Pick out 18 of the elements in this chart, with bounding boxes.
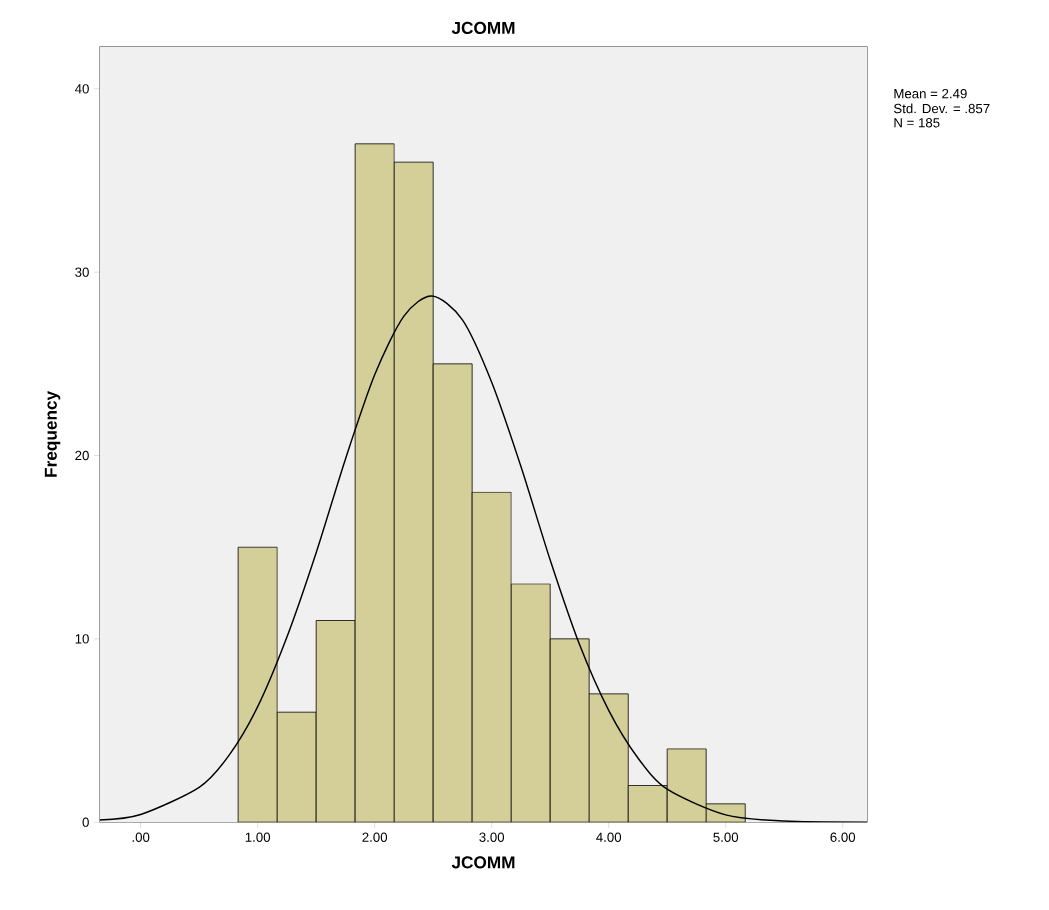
y-tick-label: 30 — [75, 267, 89, 278]
x-tick-label: 3.00 — [479, 832, 505, 843]
x-tick-label: 6.00 — [830, 832, 856, 843]
text: Mean = 2.49 — [894, 89, 967, 99]
y-tick-label: 0 — [82, 817, 89, 828]
text: Std. Dev. = .857 — [893, 103, 990, 114]
y-axis-title: Frequency — [44, 391, 61, 478]
y-tick-label: 20 — [75, 451, 89, 461]
y-tick-label: 40 — [74, 84, 89, 94]
x-axis-title: JCOMM — [451, 856, 515, 869]
x-tick-label: .00 — [132, 832, 150, 843]
x-tick-label: 5.00 — [713, 832, 739, 843]
y-tick-label: 10 — [75, 634, 89, 644]
text: N = 185 — [894, 118, 940, 128]
x-tick-label: 4.00 — [596, 832, 622, 843]
x-tick-label: 1.00 — [245, 832, 271, 843]
chart-title: JCOMM — [451, 22, 515, 35]
x-tick-label: 2.00 — [362, 832, 388, 843]
